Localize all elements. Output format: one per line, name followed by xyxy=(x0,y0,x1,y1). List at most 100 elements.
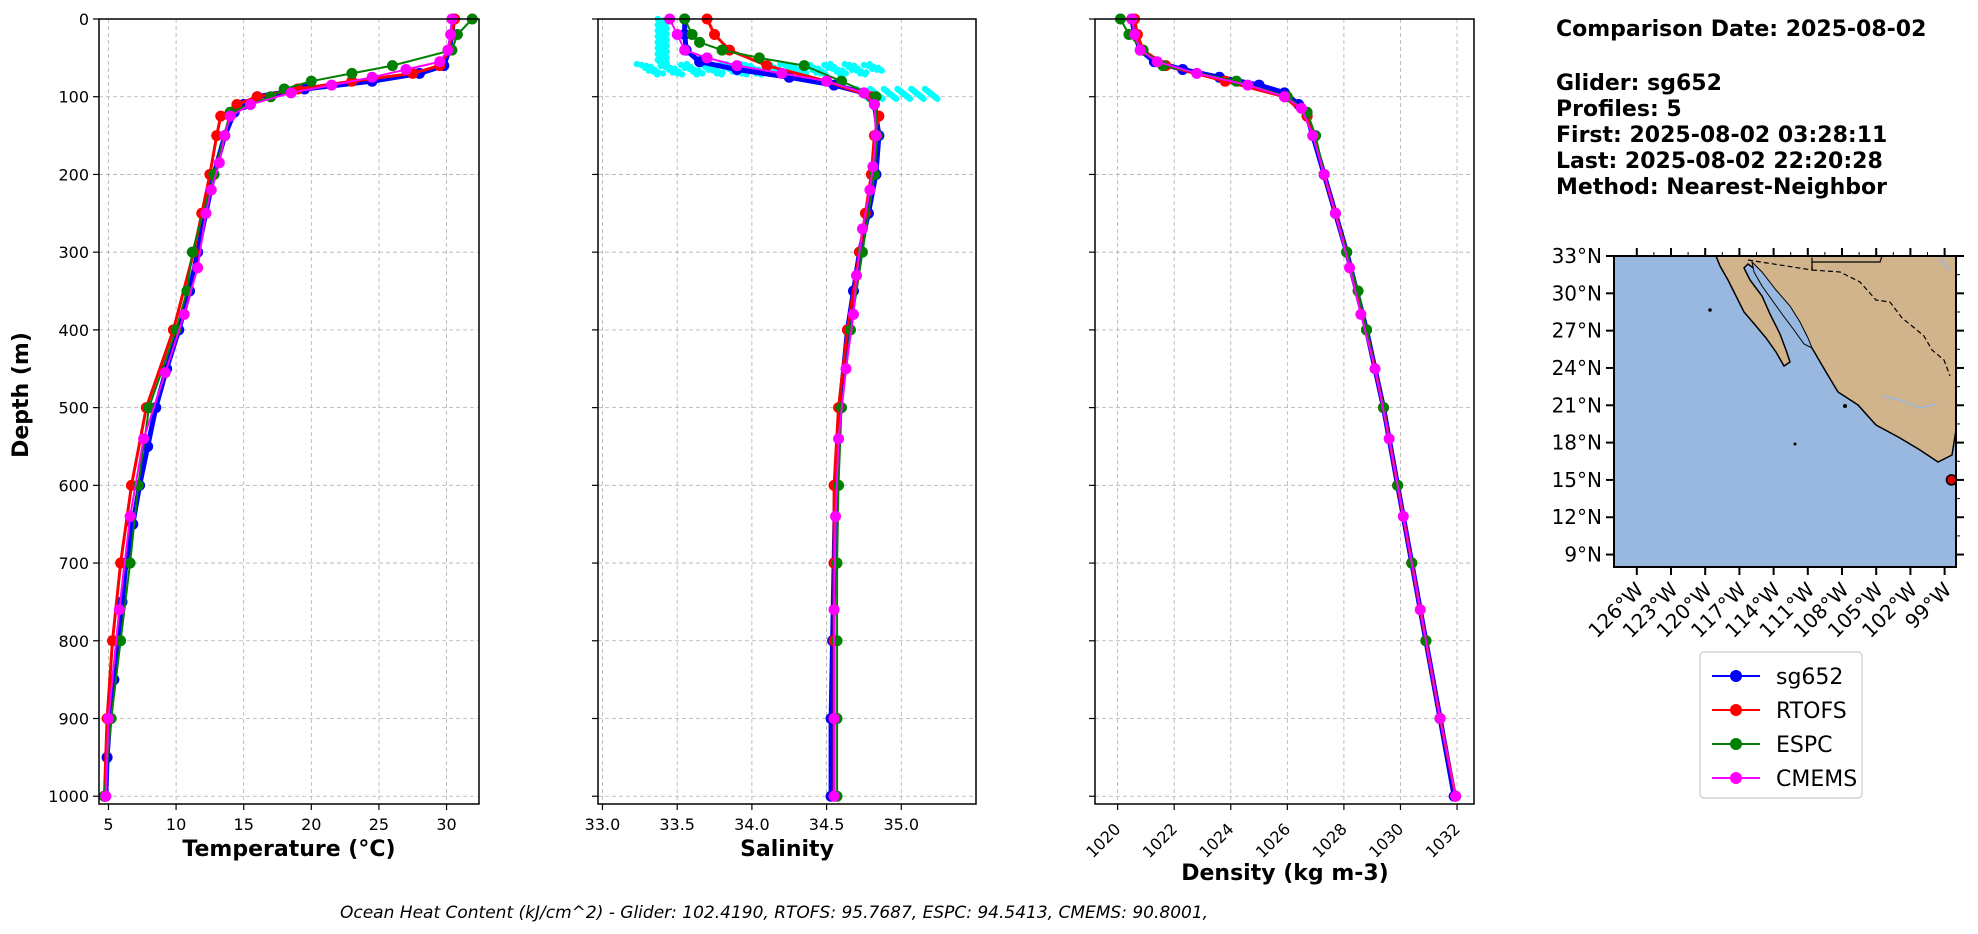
y-tick-label: 500 xyxy=(58,399,89,418)
map-frame xyxy=(1613,255,1957,568)
x-tick-label: 1022 xyxy=(1139,819,1181,861)
point-CMEMS xyxy=(192,262,204,274)
legend: sg652 RTOFS ESPC CMEMS xyxy=(1699,651,1863,799)
point-ESPC xyxy=(753,52,765,64)
legend-marker-sg652 xyxy=(1730,670,1742,682)
map-gulf-of-california xyxy=(1751,260,1813,350)
map-lat-label: 24°N xyxy=(1552,356,1602,380)
legend-marker-ESPC xyxy=(1730,738,1742,750)
point-CMEMS xyxy=(731,60,743,72)
point-CMEMS xyxy=(1450,790,1462,802)
x-tick-label: 34.5 xyxy=(809,815,845,834)
series-line-sg652 xyxy=(103,18,456,797)
point-CMEMS xyxy=(868,98,880,110)
method: Method: Nearest-Neighbor xyxy=(1556,175,1887,200)
raw-sample-point xyxy=(861,71,869,78)
raw-sample-point xyxy=(659,70,667,77)
point-CMEMS xyxy=(850,269,862,281)
raw-sample-point xyxy=(878,67,885,74)
point-CMEMS xyxy=(445,29,457,41)
y-tick-label: 900 xyxy=(58,710,89,729)
map-border-north xyxy=(1811,255,1883,270)
point-CMEMS xyxy=(400,64,412,76)
density-xlabel: Density (kg m-3) xyxy=(1181,861,1389,886)
raw-sample-point xyxy=(842,70,850,77)
map-lat-label: 30°N xyxy=(1552,281,1602,305)
point-ESPC xyxy=(716,44,728,56)
map-lat-label: 33°N xyxy=(1552,244,1602,268)
point-ESPC xyxy=(346,67,358,79)
raw-sample-point xyxy=(934,95,941,102)
x-tick-label: 33.0 xyxy=(585,815,621,834)
point-CMEMS xyxy=(821,75,833,87)
glider-name: Glider: sg652 xyxy=(1556,71,1722,96)
point-ESPC xyxy=(836,75,848,87)
x-tick-label: 34.0 xyxy=(734,815,770,834)
point-RTOFS xyxy=(215,110,227,122)
raw-sample-point xyxy=(718,71,725,78)
point-CMEMS xyxy=(1295,102,1307,114)
location-map: 33°N30°N27°N24°N21°N18°N15°N12°N9°N126°W… xyxy=(1552,244,1964,643)
point-CMEMS xyxy=(178,308,190,320)
point-CMEMS xyxy=(679,44,691,56)
point-CMEMS xyxy=(113,604,125,616)
point-CMEMS xyxy=(828,604,840,616)
raw-sample-point xyxy=(699,70,706,77)
point-CMEMS xyxy=(244,98,256,110)
x-tick-label: 1020 xyxy=(1082,819,1124,861)
point-ESPC xyxy=(686,29,698,41)
point-CMEMS xyxy=(1307,130,1319,142)
legend-frame xyxy=(1699,651,1863,799)
point-CMEMS xyxy=(830,510,842,522)
y-tick-label: 100 xyxy=(58,88,89,107)
raw-sample-point xyxy=(653,71,661,78)
point-CMEMS xyxy=(100,790,112,802)
y-tick-label: 800 xyxy=(58,632,89,651)
point-CMEMS xyxy=(856,223,868,235)
point-CMEMS xyxy=(219,130,231,142)
point-ESPC xyxy=(831,557,843,569)
x-tick-label: 5 xyxy=(103,815,113,834)
raw-sample-point xyxy=(678,71,686,78)
point-CMEMS xyxy=(102,713,114,725)
first-time: First: 2025-08-02 03:28:11 xyxy=(1556,123,1887,148)
point-CMEMS xyxy=(1129,29,1141,41)
y-tick-label: 700 xyxy=(58,554,89,573)
map-river xyxy=(1881,257,1951,409)
y-tick-label: 0 xyxy=(79,10,89,29)
point-CMEMS xyxy=(671,29,683,41)
point-ESPC xyxy=(186,246,198,258)
raw-sample-point xyxy=(920,95,927,102)
raw-sample-point xyxy=(659,61,666,68)
legend-marker-CMEMS xyxy=(1730,772,1742,784)
density-panel: 1020 1022 1024 1026 1028 1030 1032 xyxy=(1082,13,1475,862)
raw-sample-point xyxy=(892,95,900,102)
point-CMEMS xyxy=(124,510,136,522)
map-lat-label: 27°N xyxy=(1552,319,1602,343)
x-tick-label: 1028 xyxy=(1308,819,1350,861)
point-CMEMS xyxy=(1397,510,1409,522)
x-tick-label: 15 xyxy=(234,815,254,834)
point-ESPC xyxy=(115,635,127,647)
x-tick-label: 25 xyxy=(369,815,389,834)
point-ESPC xyxy=(694,36,706,48)
temperature-xlabel: Temperature (°C) xyxy=(182,837,395,862)
point-CMEMS xyxy=(1369,363,1381,375)
point-CMEMS xyxy=(1318,168,1330,180)
point-CMEMS xyxy=(840,363,852,375)
y-tick-label: 400 xyxy=(58,321,89,340)
map-lat-label: 9°N xyxy=(1564,543,1602,567)
point-CMEMS xyxy=(224,110,236,122)
glider-position-marker xyxy=(1945,474,1958,486)
point-CMEMS xyxy=(326,79,338,91)
raw-sample-point xyxy=(693,71,700,78)
point-CMEMS xyxy=(205,184,217,196)
point-CMEMS xyxy=(200,207,212,219)
legend-label-ESPC: ESPC xyxy=(1776,733,1833,758)
point-ESPC xyxy=(833,479,845,491)
point-CMEMS xyxy=(213,157,225,169)
point-CMEMS xyxy=(1151,56,1163,68)
salinity-xlabel: Salinity xyxy=(740,837,834,862)
ocean-heat-content: Ocean Heat Content (kJ/cm^2) - Glider: 1… xyxy=(340,903,1208,923)
legend-label-sg652: sg652 xyxy=(1776,665,1843,690)
